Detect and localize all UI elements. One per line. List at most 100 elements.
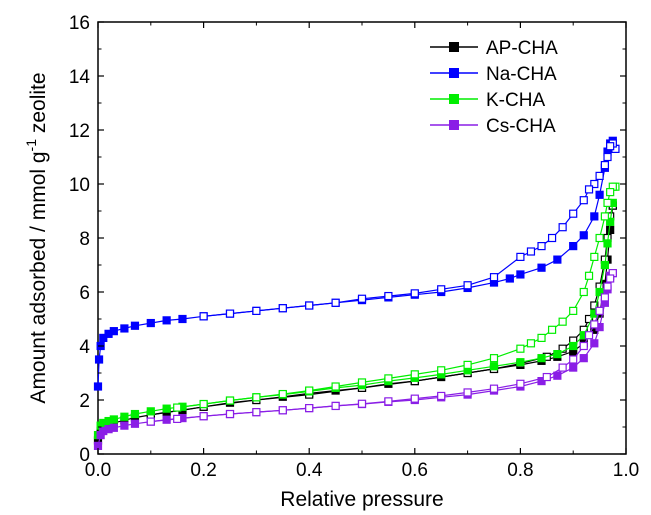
adsorption-point [109, 327, 118, 336]
adsorption-point [94, 355, 104, 364]
legend-marker [449, 42, 459, 52]
adsorption-point [569, 242, 578, 251]
desorption-point [384, 291, 393, 301]
x-tick-label: 0.6 [402, 460, 428, 481]
legend-label: K-CHA [486, 90, 545, 111]
desorption-point [526, 247, 536, 256]
desorption-point [600, 161, 609, 170]
x-tick-label: 0.2 [190, 460, 216, 481]
desorption-point [173, 414, 182, 423]
adsorption-point [130, 409, 140, 419]
adsorption-point [600, 260, 609, 270]
x-tick-label: 0.0 [85, 460, 111, 481]
desorption-point [357, 399, 367, 408]
desorption-point [569, 209, 578, 218]
adsorption-line [97, 202, 614, 436]
adsorption-point [120, 412, 129, 421]
desorption-point [278, 304, 287, 313]
desorption-line [150, 272, 614, 423]
desorption-point [516, 379, 525, 388]
series-layer [93, 136, 620, 450]
adsorption-point [590, 339, 599, 348]
desorption-point [579, 287, 588, 297]
desorption-point [331, 298, 340, 307]
adsorption-point [93, 382, 103, 391]
desorption-point [437, 285, 446, 294]
adsorption-point [516, 270, 525, 279]
adsorption-point [579, 231, 588, 240]
desorption-point [579, 196, 588, 205]
desorption-point [199, 312, 208, 321]
adsorption-point [553, 371, 562, 380]
desorption-point [252, 408, 261, 417]
desorption-point [537, 242, 546, 251]
y-tick-label: 4 [79, 337, 90, 358]
adsorption-point [489, 362, 499, 371]
desorption-point [547, 325, 557, 334]
desorption-point [225, 309, 235, 318]
adsorption-point [590, 212, 599, 221]
desorption-point [542, 372, 551, 382]
desorption-point [516, 252, 525, 261]
series-cs-cha [93, 269, 617, 450]
desorption-point [278, 406, 287, 415]
desorption-point [463, 388, 472, 397]
legend-marker [449, 68, 459, 78]
adsorption-point [569, 341, 578, 351]
desorption-point [384, 397, 393, 406]
x-tick-label: 0.4 [296, 460, 323, 481]
adsorption-point [120, 324, 129, 333]
adsorption-point [516, 358, 525, 367]
desorption-line [177, 186, 616, 409]
desorption-point [558, 344, 567, 353]
desorption-point [579, 341, 588, 351]
y-tick-label: 8 [79, 229, 90, 250]
adsorption-point [178, 314, 187, 324]
adsorption-point [162, 404, 171, 413]
desorption-point [437, 391, 446, 401]
adsorption-point [606, 217, 615, 226]
series-k-cha [93, 182, 620, 440]
desorption-point [603, 152, 612, 162]
y-tick-label: 16 [69, 13, 90, 34]
legend-marker [449, 120, 459, 130]
adsorption-point [120, 421, 129, 430]
desorption-point [305, 404, 314, 413]
y-tick-label: 6 [79, 283, 90, 304]
adsorption-point [109, 423, 118, 432]
adsorption-point [553, 255, 562, 264]
desorption-point [558, 317, 567, 326]
desorption-point [410, 370, 419, 379]
y-tick-label: 2 [79, 391, 90, 412]
desorption-point [252, 306, 261, 315]
desorption-point [590, 320, 599, 329]
desorption-point [489, 384, 499, 393]
desorption-point [305, 301, 314, 310]
desorption-point [569, 355, 578, 364]
desorption-point [595, 233, 604, 243]
adsorption-point [109, 415, 118, 424]
adsorption-point [537, 263, 546, 272]
desorption-point [146, 417, 155, 426]
desorption-point [526, 339, 536, 348]
desorption-point [225, 396, 235, 405]
desorption-point [558, 363, 567, 372]
desorption-point [516, 344, 525, 353]
axes-layer: 0.0 0.2 0.4 0.6 0.8 1.0 0 2 4 6 8 10 12 14 16 [69, 13, 639, 481]
desorption-point [173, 403, 182, 412]
desorption-point [537, 333, 546, 342]
desorption-point [600, 293, 609, 302]
desorption-point [584, 314, 594, 324]
desorption-point [590, 301, 599, 310]
desorption-point [584, 185, 594, 194]
desorption-point [603, 198, 612, 207]
desorption-point [590, 252, 599, 261]
adsorption-point [537, 354, 546, 363]
adsorption-point [595, 190, 604, 199]
desorption-point [410, 289, 419, 298]
y-tick-label: 0 [79, 445, 90, 466]
x-tick-label: 1.0 [613, 460, 639, 481]
desorption-point [278, 389, 287, 399]
desorption-point [225, 409, 235, 419]
